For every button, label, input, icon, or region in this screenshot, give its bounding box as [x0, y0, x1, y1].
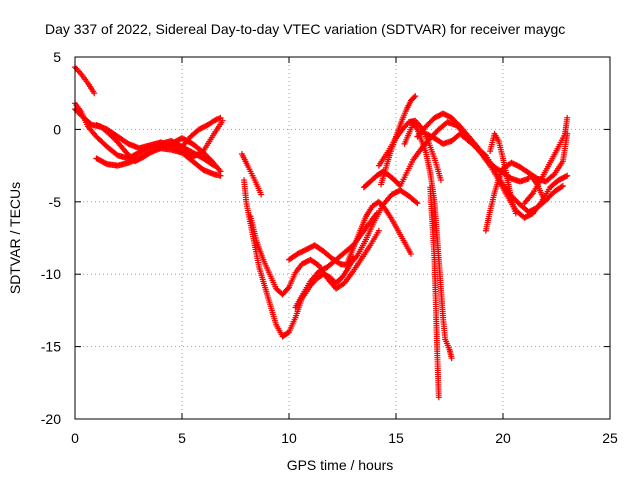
series-s6 [93, 117, 226, 160]
x-tick-label: 15 [388, 430, 404, 446]
x-tick-label: 20 [495, 430, 511, 446]
data-point [540, 195, 547, 202]
data-point [219, 117, 226, 124]
series-s1 [72, 64, 98, 97]
data-point [559, 182, 566, 189]
series-s15 [360, 119, 477, 191]
series-s8 [241, 177, 357, 340]
axis-ticks: 0 5 10 15 20 25 5 0 -5 -10 -15 -20 [41, 49, 618, 446]
series-s17 [427, 184, 442, 401]
x-tick-label: 0 [71, 430, 79, 446]
y-tick-label: 5 [53, 49, 61, 65]
data-point [564, 172, 571, 179]
series-s22 [482, 159, 547, 234]
y-tick-label: -15 [41, 339, 61, 355]
series-s7 [238, 151, 265, 198]
data-point [435, 394, 442, 401]
data-point [413, 199, 420, 206]
grid-lines [75, 57, 610, 419]
data-series [72, 64, 571, 401]
series-s5 [179, 114, 224, 150]
data-point [411, 94, 418, 101]
x-tick-label: 25 [602, 430, 618, 446]
series-s9 [247, 213, 382, 298]
data-point [412, 93, 419, 100]
data-point [217, 172, 224, 179]
data-point [414, 200, 421, 207]
data-point [258, 191, 265, 198]
data-point [437, 177, 444, 184]
data-point [407, 250, 414, 257]
series-s12 [343, 198, 414, 268]
data-point [564, 114, 571, 121]
y-tick-label: -10 [41, 266, 61, 282]
y-tick-label: -20 [41, 411, 61, 427]
data-point [284, 285, 291, 292]
data-point [562, 173, 569, 180]
series-s21 [487, 130, 519, 217]
series-s11 [286, 187, 421, 269]
data-point [558, 183, 565, 190]
y-axis-label: SDTVAR / TECUs [7, 182, 23, 294]
y-tick-label: -5 [49, 194, 62, 210]
data-point [448, 355, 455, 362]
y-tick-label: 0 [53, 121, 61, 137]
series-s10 [292, 210, 380, 311]
x-tick-label: 10 [281, 430, 297, 446]
series-s24 [525, 130, 571, 185]
chart-title: Day 337 of 2022, Sidereal Day-to-day VTE… [45, 21, 565, 37]
data-point [512, 210, 519, 217]
plot-frame [74, 56, 611, 420]
data-point [375, 227, 382, 234]
data-point [91, 90, 98, 97]
x-tick-label: 5 [178, 430, 186, 446]
x-axis-label: GPS time / hours [287, 457, 394, 473]
data-point [564, 130, 571, 137]
